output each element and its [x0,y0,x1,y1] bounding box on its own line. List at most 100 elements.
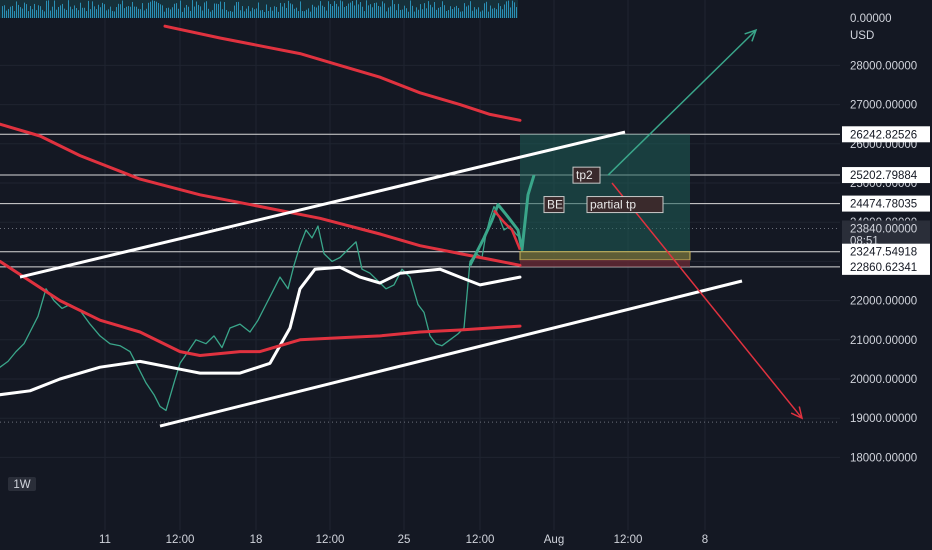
volume-bar [368,5,369,19]
volume-bar [130,6,131,18]
level-price-tag[interactable] [842,243,930,260]
drawings[interactable] [19,28,804,428]
volume-bar [94,6,95,18]
volume-bar [334,1,335,19]
volume-bar [70,6,71,18]
chart-label-box[interactable] [572,166,601,184]
volume-bar [264,11,265,18]
volume-bar [434,2,435,18]
volume-bar [420,4,421,19]
volume-bar [412,5,413,18]
volume-bar [504,4,505,18]
volume-bar [508,0,509,19]
volume-bar [298,11,299,18]
volume-bar [250,11,251,18]
level-price-tag[interactable] [842,126,930,143]
volume-bar [350,2,351,18]
volume-bar [304,11,305,18]
volume-bar [442,1,443,18]
volume-bar [318,5,319,18]
volume-bar [408,11,409,18]
volume-bar [356,0,357,18]
level-price-tag[interactable] [842,167,930,184]
volume-bar [14,11,15,18]
channel-lower-line[interactable] [159,279,743,428]
channel-upper-line[interactable] [19,130,626,279]
volume-bar [314,6,315,18]
position-box-entry[interactable] [519,251,691,261]
volume-bar [338,6,339,18]
price-series-line [0,205,521,412]
level-price-value: 23247.54918 [850,247,917,259]
position-box[interactable] [519,134,691,267]
volume-bar [188,6,189,18]
chart-label-box[interactable] [586,196,664,214]
volume-bar [158,3,159,18]
projected-path-line[interactable] [468,174,536,266]
volume-bar [58,6,59,19]
volume-bar [248,6,249,18]
y-tick-label: 20000.00000 [850,374,917,386]
level-price-tag[interactable] [842,258,930,275]
volume-bar [448,10,449,18]
y-tick-label: 22000.00000 [850,296,917,308]
volume-bar [312,4,313,19]
position-box-profit[interactable] [520,134,690,252]
volume-bar [220,1,221,19]
level-price-tag[interactable] [842,195,930,212]
volume-bar [404,5,405,18]
volume-bar [480,11,481,18]
volume-bar [496,9,497,18]
volume-bar [236,2,237,18]
chart-label-box[interactable] [543,196,565,214]
volume-bar [232,11,233,18]
interval-badge[interactable]: 1W [8,477,36,491]
y-tick-label: 27000.00000 [850,100,917,112]
position-box-loss[interactable] [520,259,690,267]
volume-bar [26,4,27,18]
volume-bar [84,7,85,18]
volume-bar [258,2,259,18]
projection-up-arrow[interactable] [607,29,757,176]
volume-bar [44,11,45,18]
volume-bar [80,2,81,19]
y-tick-label: 19000.00000 [850,413,917,425]
volume-bar [272,10,273,18]
volume-bar [124,8,125,18]
volume-bar [418,9,419,18]
volume-bar [126,6,127,18]
volume-bar [506,1,507,19]
volume-bar [370,4,371,18]
current-price-tag[interactable] [842,220,930,247]
x-axis[interactable]: 11 12:00 18 12:00 25 12:00 Aug 12:00 8 [99,534,708,546]
chart-labels[interactable]: tp2 BE partial tp [543,166,664,214]
volume-bar [398,3,399,18]
x-tick-label: 12:00 [614,534,643,546]
volume-bar [282,6,283,18]
volume-bar [38,5,39,18]
volume-bar [488,11,489,18]
projection-down-arrow[interactable] [611,182,803,419]
volume-bar [210,11,211,18]
projection-up-arrow-head [744,28,758,42]
volume-bar [16,1,17,18]
volume-bar [416,7,417,19]
projected-path-red-line[interactable] [493,209,522,251]
volume-bar [324,6,325,18]
volume-bar [390,6,391,18]
volume-bar [128,6,129,18]
volume-bar [222,9,223,18]
chart-label-text: tp2 [576,168,593,182]
volume-bar [516,7,517,18]
volume-bar [198,4,199,18]
y-axis-bg [840,0,932,550]
volume-bar [72,9,73,18]
interval-badge-text: 1W [13,479,30,491]
volume-bar [178,8,179,18]
volume-bar [392,0,393,19]
volume-bar [342,1,343,18]
volume-bar [8,9,9,18]
y-axis[interactable]: 18000.00000 19000.00000 20000.00000 21000.0… [840,0,932,550]
volume-bar [122,0,123,18]
